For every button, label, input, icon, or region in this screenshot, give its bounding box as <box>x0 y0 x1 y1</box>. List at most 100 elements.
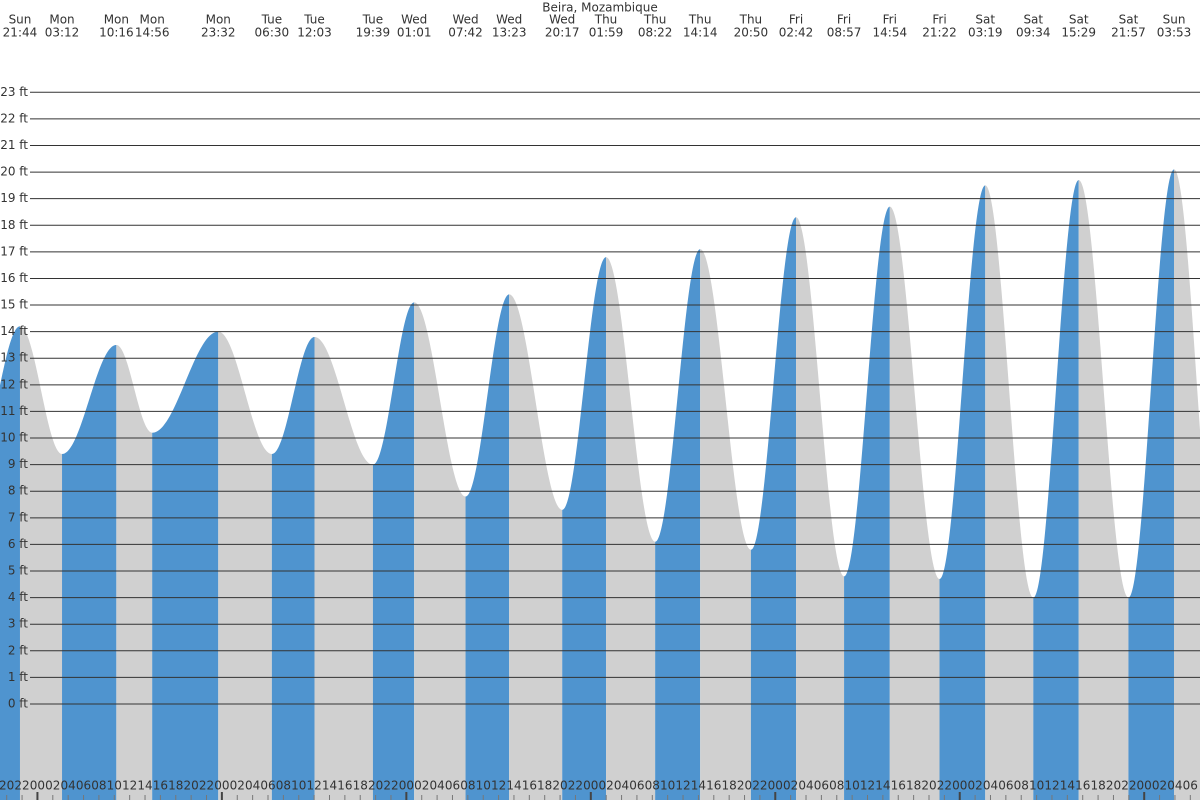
tide-area <box>750 217 797 800</box>
tide-area <box>1033 180 1079 800</box>
x-tick-label: 06 <box>445 779 460 793</box>
x-tick-label: 18 <box>537 779 552 793</box>
extreme-time: 01:59 <box>589 26 624 40</box>
tide-area <box>1078 180 1129 800</box>
tide-area <box>62 344 117 800</box>
y-tick-label: 7 ft <box>8 510 28 524</box>
y-tick-label: 13 ft <box>0 351 28 365</box>
x-tick-label: 12 <box>860 779 875 793</box>
x-tick-label: 06 <box>629 779 644 793</box>
x-tick-label: 00 <box>768 779 783 793</box>
y-tick-label: 16 ft <box>0 271 28 285</box>
x-tick-label: 16 <box>1075 779 1090 793</box>
x-tick-label: 14 <box>1060 779 1075 793</box>
x-tick-label: 04 <box>61 779 76 793</box>
x-tick-label: 10 <box>1029 779 1044 793</box>
extreme-day: Fri <box>789 13 803 27</box>
extreme-time: 14:54 <box>873 26 908 40</box>
extreme-time: 02:42 <box>779 26 814 40</box>
extreme-day: Sat <box>1023 13 1043 27</box>
tide-area <box>465 294 510 800</box>
x-tick-label: 06 <box>76 779 91 793</box>
tide-area <box>152 331 219 800</box>
y-tick-label: 5 ft <box>8 564 28 578</box>
y-tick-label: 22 ft <box>0 111 28 125</box>
tide-area <box>985 185 1034 800</box>
extreme-day: Tue <box>362 13 384 27</box>
extreme-day: Thu <box>688 13 712 27</box>
x-tick-label: 02 <box>1152 779 1167 793</box>
x-tick-label: 10 <box>291 779 306 793</box>
x-tick-label: 10 <box>660 779 675 793</box>
extreme-day: Sat <box>975 13 995 27</box>
x-tick-label: 02 <box>45 779 60 793</box>
extreme-day: Thu <box>739 13 763 27</box>
extreme-day: Wed <box>452 13 478 27</box>
extreme-day: Fri <box>837 13 851 27</box>
tide-area <box>19 326 63 800</box>
extreme-time: 14:56 <box>135 26 170 40</box>
x-tick-label: 08 <box>645 779 660 793</box>
x-tick-label: 00 <box>30 779 45 793</box>
x-tick-label: 00 <box>952 779 967 793</box>
y-tick-label: 17 ft <box>0 244 28 258</box>
x-tick-label: 20 <box>368 779 383 793</box>
x-tick-label: 14 <box>875 779 890 793</box>
extreme-time: 03:19 <box>968 26 1003 40</box>
x-tick-label: 16 <box>337 779 352 793</box>
x-tick-label: 02 <box>414 779 429 793</box>
x-tick-label: 22 <box>1121 779 1136 793</box>
x-tick-label: 06 <box>260 779 275 793</box>
x-tick-label: 06 <box>814 779 829 793</box>
y-tick-label: 21 ft <box>0 138 28 152</box>
tide-area <box>889 206 940 800</box>
tide-area <box>116 344 153 800</box>
x-tick-label: 02 <box>599 779 614 793</box>
extreme-day: Thu <box>643 13 667 27</box>
x-tick-label: 06 <box>1183 779 1198 793</box>
x-tick-label: 06 <box>998 779 1013 793</box>
extreme-day: Sat <box>1069 13 1089 27</box>
x-tick-label: 10 <box>844 779 859 793</box>
y-tick-label: 8 ft <box>8 484 28 498</box>
x-tick-label: 00 <box>583 779 598 793</box>
y-tick-label: 4 ft <box>8 590 28 604</box>
extreme-day: Fri <box>932 13 946 27</box>
x-tick-label: 12 <box>306 779 321 793</box>
tide-area <box>606 257 656 800</box>
tide-area <box>655 249 701 800</box>
x-tick-label: 22 <box>568 779 583 793</box>
extreme-day: Tue <box>303 13 325 27</box>
x-tick-label: 22 <box>14 779 29 793</box>
y-tick-label: 10 ft <box>0 431 28 445</box>
x-tick-label: 16 <box>522 779 537 793</box>
y-tick-label: 19 ft <box>0 191 28 205</box>
x-tick-label: 22 <box>752 779 767 793</box>
x-tick-label: 12 <box>122 779 137 793</box>
extreme-day: Sun <box>1163 13 1186 27</box>
extreme-time: 08:22 <box>638 26 673 40</box>
tide-area <box>0 326 20 800</box>
extreme-time: 08:57 <box>827 26 862 40</box>
chart-title: Beira, Mozambique <box>542 1 657 15</box>
extreme-day: Mon <box>206 13 231 27</box>
x-tick-label: 12 <box>1044 779 1059 793</box>
x-tick-label: 08 <box>1014 779 1029 793</box>
extreme-time: 19:39 <box>356 26 391 40</box>
extreme-day: Mon <box>140 13 165 27</box>
x-tick-label: 18 <box>168 779 183 793</box>
tide-area <box>1128 169 1175 800</box>
y-tick-label: 1 ft <box>8 670 28 684</box>
extreme-time: 20:50 <box>734 26 769 40</box>
x-tick-label: 20 <box>0 779 14 793</box>
tide-area <box>844 206 890 800</box>
extreme-day: Thu <box>594 13 618 27</box>
extreme-day: Mon <box>49 13 74 27</box>
x-tick-label: 20 <box>921 779 936 793</box>
tide-area <box>218 331 272 800</box>
x-tick-label: 18 <box>353 779 368 793</box>
extreme-time: 10:16 <box>99 26 134 40</box>
extreme-time: 09:34 <box>1016 26 1051 40</box>
extreme-day: Sun <box>9 13 32 27</box>
